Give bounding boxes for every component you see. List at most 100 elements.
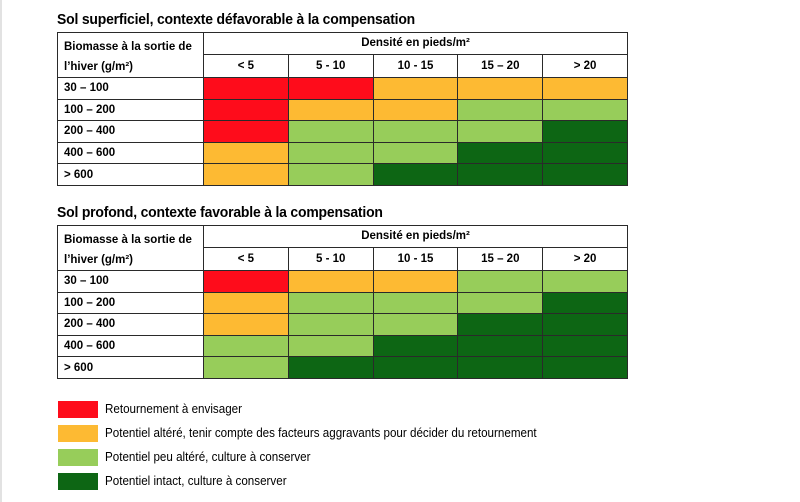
- column-header: 15 – 20: [457, 53, 544, 79]
- rating-cell-lightgreen: [372, 291, 459, 315]
- rating-cell-lightgreen: [457, 120, 544, 143]
- row-label: 30 – 100: [57, 77, 204, 100]
- table-1-title: Sol superficiel, contexte défavorable à …: [57, 11, 416, 28]
- rating-cell-lightgreen: [372, 141, 459, 165]
- column-header: < 5: [203, 53, 289, 79]
- rating-cell-orange: [203, 163, 289, 186]
- row-header-line2: l’hiver (g/m²): [64, 61, 134, 73]
- rating-cell-darkgreen: [457, 334, 544, 358]
- rating-cell-lightgreen: [287, 313, 374, 336]
- rating-cell-lightgreen: [457, 291, 544, 315]
- legend-label: Potentiel intact, culture à conserver: [105, 474, 287, 488]
- rating-cell-red: [203, 120, 289, 143]
- column-header: 5 - 10: [287, 246, 374, 272]
- rating-cell-darkgreen: [542, 141, 629, 165]
- rating-cell-darkgreen: [457, 313, 544, 336]
- row-header-line1: Biomasse à la sortie de: [64, 41, 192, 53]
- rating-cell-darkgreen: [457, 141, 544, 165]
- row-header-line2: l’hiver (g/m²): [64, 254, 134, 266]
- table-row: 30 – 100: [57, 77, 629, 100]
- row-header: Biomasse à la sortie de l’hiver (g/m²): [57, 225, 204, 271]
- legend-item-red: Retournement à envisager: [58, 397, 569, 421]
- column-header: 10 - 15: [372, 246, 459, 272]
- table-row: 30 – 100: [57, 270, 629, 293]
- rating-cell-darkgreen: [372, 356, 459, 379]
- legend-label: Retournement à envisager: [105, 402, 243, 416]
- row-label: 100 – 200: [57, 291, 204, 315]
- rating-cell-darkgreen: [542, 291, 629, 315]
- rating-cell-darkgreen: [372, 334, 459, 358]
- rating-cell-orange: [372, 270, 459, 293]
- legend-swatch-red: [58, 400, 98, 418]
- row-header: Biomasse à la sortie de l’hiver (g/m²): [57, 32, 204, 78]
- rating-cell-lightgreen: [203, 334, 289, 358]
- rating-cell-lightgreen: [203, 356, 289, 379]
- rating-cell-lightgreen: [287, 291, 374, 315]
- row-label: 100 – 200: [57, 98, 204, 122]
- rating-cell-lightgreen: [372, 120, 459, 143]
- table-row: 200 – 400: [57, 120, 629, 143]
- column-header: > 20: [542, 246, 629, 272]
- table-row: 400 – 600: [57, 141, 629, 165]
- row-label: > 600: [57, 163, 204, 186]
- column-header: 15 – 20: [457, 246, 544, 272]
- rating-cell-lightgreen: [287, 334, 374, 358]
- legend-label: Potentiel peu altéré, culture à conserve…: [105, 450, 311, 464]
- table-2-title: Sol profond, contexte favorable à la com…: [57, 204, 383, 221]
- rating-cell-darkgreen: [457, 163, 544, 186]
- legend-item-lightgreen: Potentiel peu altéré, culture à conserve…: [58, 445, 569, 469]
- rating-cell-orange: [287, 270, 374, 293]
- column-group-header: Densité en pieds/m²: [202, 32, 629, 55]
- rating-cell-lightgreen: [542, 98, 629, 122]
- rating-cell-orange: [372, 77, 459, 100]
- row-label: 30 – 100: [57, 270, 204, 293]
- rating-cell-lightgreen: [372, 313, 459, 336]
- row-label: 200 – 400: [57, 313, 204, 336]
- rating-cell-orange: [457, 77, 544, 100]
- column-header: > 20: [542, 53, 629, 79]
- rating-cell-lightgreen: [457, 270, 544, 293]
- rating-cell-darkgreen: [457, 356, 544, 379]
- table-row: > 600: [57, 356, 629, 379]
- rating-cell-orange: [203, 141, 289, 165]
- legend-item-orange: Potentiel altéré, tenir compte des facte…: [58, 421, 569, 445]
- table-row: 200 – 400: [57, 313, 629, 336]
- rating-cell-darkgreen: [542, 120, 629, 143]
- table-row: 100 – 200: [57, 98, 629, 122]
- rating-cell-darkgreen: [542, 356, 629, 379]
- rating-cell-lightgreen: [287, 120, 374, 143]
- rating-cell-darkgreen: [542, 313, 629, 336]
- legend-label: Potentiel altéré, tenir compte des facte…: [105, 426, 537, 440]
- legend-swatch-darkgreen: [58, 472, 98, 490]
- rating-cell-orange: [372, 98, 459, 122]
- rating-cell-darkgreen: [287, 356, 374, 379]
- rating-cell-red: [203, 270, 289, 293]
- legend: Retournement à envisager Potentiel altér…: [58, 397, 569, 493]
- rating-cell-darkgreen: [542, 163, 629, 186]
- row-header-line1: Biomasse à la sortie de: [64, 234, 192, 246]
- legend-swatch-orange: [58, 424, 98, 442]
- rating-cell-orange: [542, 77, 629, 100]
- column-header: 10 - 15: [372, 53, 459, 79]
- table-1-shallow-soil: Biomasse à la sortie de l’hiver (g/m²) D…: [57, 32, 629, 186]
- rating-cell-red: [203, 77, 289, 100]
- rating-cell-orange: [203, 313, 289, 336]
- column-header: 5 - 10: [287, 53, 374, 79]
- rating-cell-red: [287, 77, 374, 100]
- column-header: < 5: [203, 246, 289, 272]
- rating-cell-darkgreen: [372, 163, 459, 186]
- rating-cell-lightgreen: [287, 163, 374, 186]
- rating-cell-lightgreen: [542, 270, 629, 293]
- row-label: 400 – 600: [57, 334, 204, 358]
- row-label: 400 – 600: [57, 141, 204, 165]
- row-label: 200 – 400: [57, 120, 204, 143]
- legend-swatch-lightgreen: [58, 448, 98, 466]
- rating-cell-lightgreen: [457, 98, 544, 122]
- rating-cell-orange: [287, 98, 374, 122]
- rating-cell-lightgreen: [287, 141, 374, 165]
- rating-cell-red: [203, 98, 289, 122]
- rating-cell-darkgreen: [542, 334, 629, 358]
- table-row: > 600: [57, 163, 629, 186]
